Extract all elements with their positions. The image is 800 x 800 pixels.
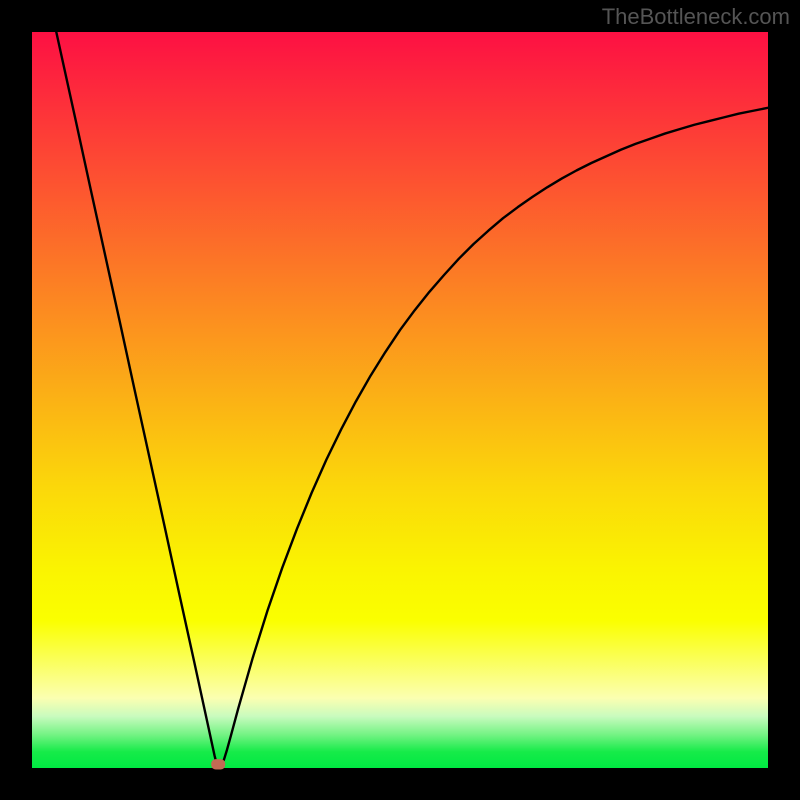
chart-frame: TheBottleneck.com [0,0,800,800]
minimum-marker [211,759,225,769]
bottleneck-chart [0,0,800,800]
gradient-background [32,32,768,768]
